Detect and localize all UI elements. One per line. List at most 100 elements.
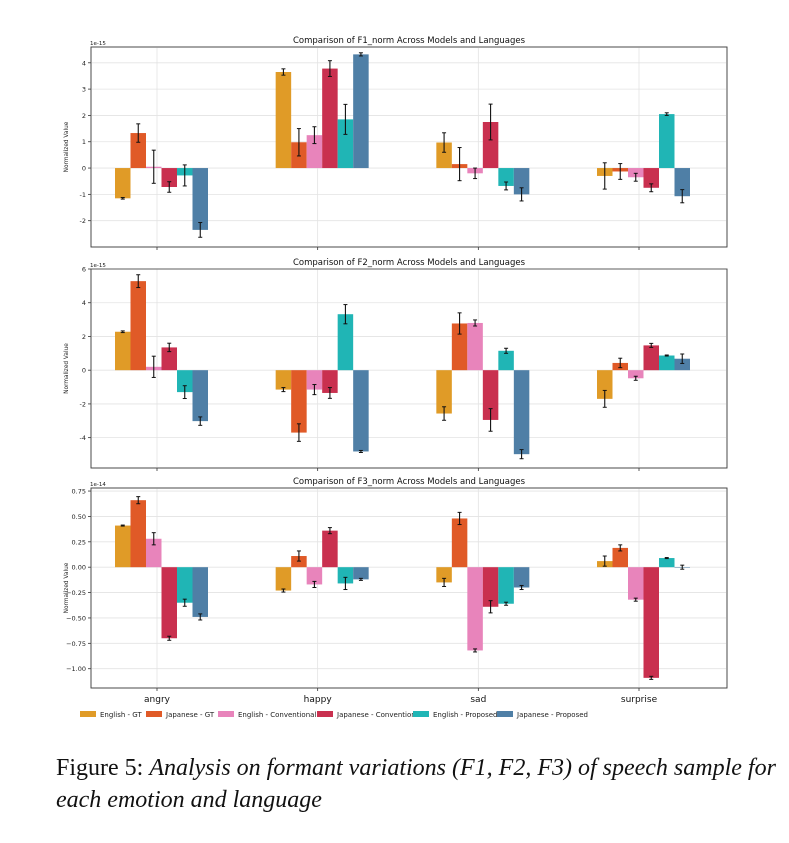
bar-sad-5 [498, 168, 514, 186]
bar-angry-3 [146, 538, 162, 568]
chart-title: Comparison of F1_norm Across Models and … [293, 36, 526, 46]
bar-happy-3 [306, 567, 323, 585]
legend-label: English - GT [100, 711, 142, 719]
bar-sad-1 [436, 142, 452, 169]
legend-item: Japanese - Conventional [317, 711, 422, 719]
legend-label: English - Proposed [433, 711, 497, 719]
bar-surprise-4 [643, 168, 659, 188]
bar-happy-4 [322, 68, 338, 169]
bar-surprise-5 [659, 355, 675, 371]
bar-angry-5 [177, 567, 193, 603]
bar-happy-3 [306, 135, 323, 169]
bar-happy-6 [353, 54, 369, 169]
bar-angry-6 [192, 168, 208, 230]
legend-label: Japanese - GT [165, 711, 215, 719]
bar-sad-2 [451, 323, 468, 371]
bar-sad-6 [513, 168, 530, 195]
y-tick-label: 0.00 [72, 564, 86, 572]
bar-happy-2 [291, 556, 307, 568]
chart-title: Comparison of F2_norm Across Models and … [293, 258, 526, 268]
y-tick-label: 0.50 [72, 513, 86, 521]
bar-angry-1 [115, 168, 131, 199]
bar-happy-1 [275, 370, 292, 390]
x-tick-label: surprise [621, 695, 658, 705]
bar-sad-4 [482, 567, 499, 607]
bar-surprise-5 [659, 114, 675, 169]
bar-sad-1 [436, 370, 452, 414]
caption-text: Analysis on formant variations (F1, F2, … [56, 755, 776, 813]
chart-title: Comparison of F3_norm Across Models and … [293, 477, 526, 487]
legend-swatch [317, 711, 333, 717]
legend-item: Japanese - Proposed [497, 711, 588, 719]
y-tick-label: 1 [82, 138, 86, 146]
y-tick-label: −0.50 [66, 614, 86, 622]
y-tick-label: -2 [80, 217, 86, 225]
y-tick-label: 2 [82, 112, 86, 120]
y-tick-label: 0 [82, 165, 86, 173]
y-tick-label: -2 [80, 400, 86, 408]
legend-swatch [146, 711, 162, 717]
scale-label: 1e-14 [90, 482, 106, 488]
bar-happy-1 [275, 567, 292, 591]
plot-area [90, 268, 728, 469]
bar-angry-1 [115, 525, 131, 568]
bar-sad-5 [498, 567, 514, 604]
caption-label: Figure 5: [56, 755, 144, 781]
y-tick-label: -4 [80, 434, 86, 442]
scale-label: 1e-15 [90, 263, 106, 269]
chart-panel-1: -2 -1 0 1 2 3 4 Comparison of F1_norm Across Mo… [64, 36, 728, 250]
legend-item: English - Proposed [413, 711, 497, 719]
bar-angry-6 [192, 370, 208, 422]
bar-happy-2 [291, 370, 307, 433]
bar-happy-6 [353, 370, 369, 452]
plot-area [90, 46, 728, 248]
bar-sad-3 [467, 567, 483, 651]
scale-label: 1e-15 [90, 41, 106, 47]
x-tick-label: happy [304, 695, 333, 705]
bar-surprise-1 [597, 370, 613, 399]
y-tick-label: 4 [82, 299, 86, 307]
bar-surprise-3 [628, 567, 644, 600]
bar-angry-2 [130, 500, 146, 568]
legend-item: English - Conventional [218, 711, 316, 719]
y-axis-label: Normalized Value [64, 562, 70, 613]
bar-surprise-6 [674, 168, 690, 197]
figure-caption: Figure 5: Analysis on formant variations… [56, 752, 776, 816]
chart-panel-3: −1.00 −0.75 −0.50 −0.25 0.00 0.25 0.50 0.75 Comp… [64, 477, 728, 705]
y-tick-label: 2 [82, 333, 86, 341]
y-tick-label: −1.00 [66, 665, 86, 673]
y-tick-label: −0.75 [66, 640, 86, 648]
bar-sad-4 [482, 122, 499, 169]
legend-swatch [413, 711, 429, 717]
plot-frame [90, 268, 728, 469]
y-tick-label: 3 [82, 86, 86, 94]
bar-surprise-4 [643, 345, 659, 371]
bar-surprise-3 [628, 168, 644, 178]
bar-sad-4 [482, 370, 499, 420]
y-tick-label: 4 [82, 59, 86, 67]
y-tick-label: 6 [82, 266, 86, 274]
y-axis-label: Normalized Value [64, 121, 70, 172]
y-tick-label: 0.75 [72, 488, 86, 496]
bar-sad-3 [467, 322, 483, 371]
bar-sad-6 [513, 370, 530, 455]
bar-angry-2 [130, 133, 146, 169]
y-tick-label: 0.25 [72, 538, 86, 546]
bar-sad-5 [498, 350, 514, 371]
legend: English - GT Japanese - GT English - Conve… [80, 711, 588, 719]
x-tick-label: angry [144, 695, 171, 705]
bar-surprise-2 [612, 547, 628, 568]
bar-angry-2 [130, 281, 146, 371]
bar-happy-5 [337, 314, 354, 371]
bar-happy-5 [337, 567, 354, 584]
bar-surprise-3 [628, 370, 644, 379]
legend-label: Japanese - Proposed [516, 711, 588, 719]
x-tick-label: sad [470, 695, 486, 705]
bar-angry-6 [192, 567, 208, 617]
chart-panel-2: -4 -2 0 2 4 6 Comparison of F2_norm Across Mod… [64, 258, 728, 471]
bar-happy-5 [337, 119, 354, 169]
plot-frame [90, 46, 728, 248]
bar-happy-4 [322, 530, 338, 568]
legend-label: Japanese - Conventional [336, 711, 422, 719]
bar-surprise-4 [643, 567, 659, 678]
